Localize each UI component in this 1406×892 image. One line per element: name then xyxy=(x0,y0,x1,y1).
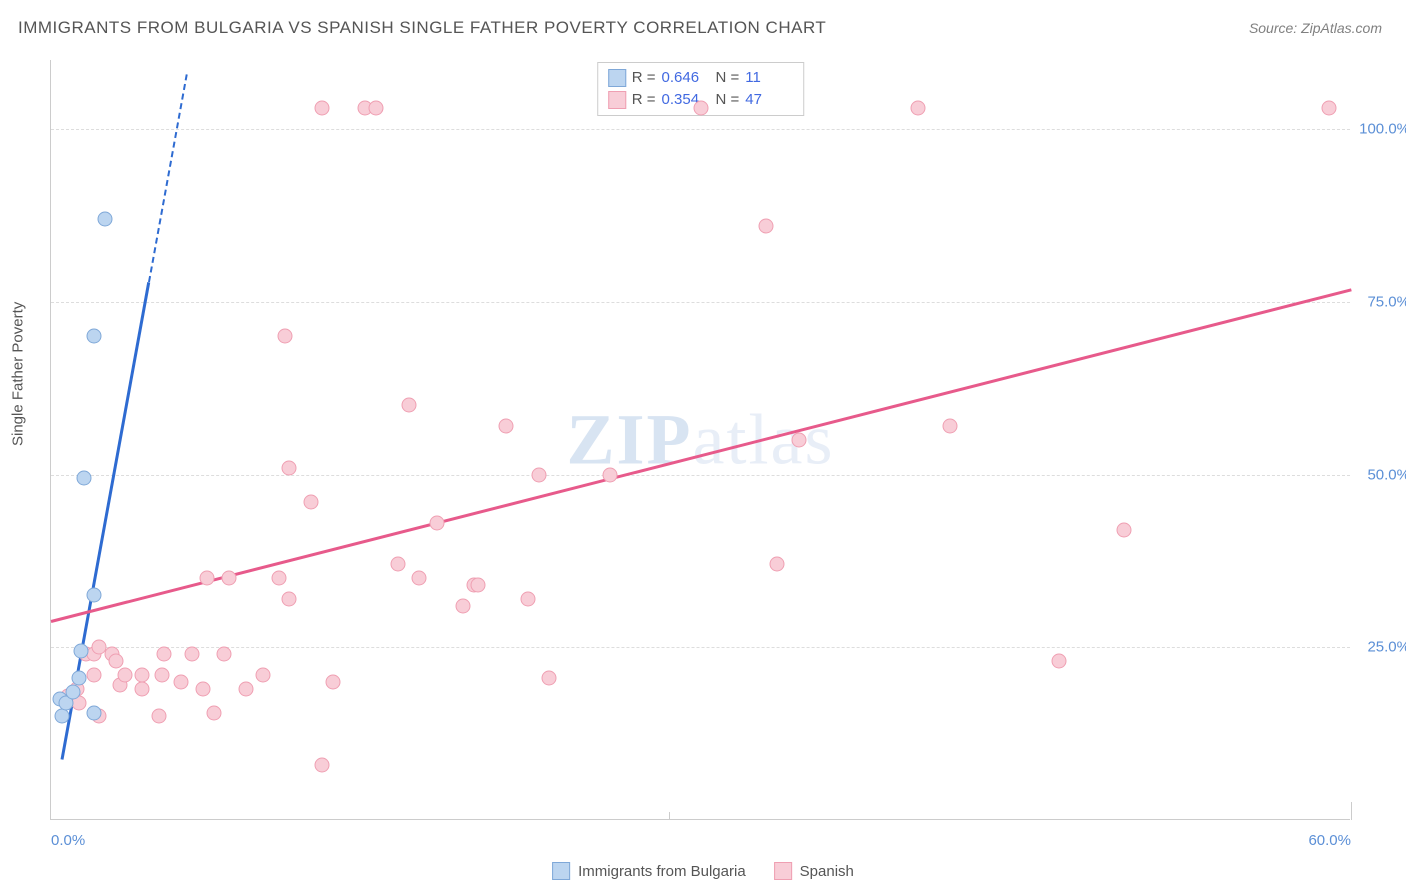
y-tick-label: 25.0% xyxy=(1355,639,1406,656)
scatter-point xyxy=(87,588,102,603)
scatter-point xyxy=(369,101,384,116)
scatter-point xyxy=(200,571,215,586)
legend-r-label: R = xyxy=(632,89,656,111)
legend-r-value-0: 0.646 xyxy=(662,67,710,89)
y-tick-label: 100.0% xyxy=(1355,121,1406,138)
scatter-point xyxy=(314,757,329,772)
scatter-point xyxy=(791,433,806,448)
scatter-point xyxy=(65,685,80,700)
chart-title: IMMIGRANTS FROM BULGARIA VS SPANISH SING… xyxy=(18,18,826,38)
legend-n-label: N = xyxy=(716,89,740,111)
scatter-point xyxy=(174,674,189,689)
scatter-point xyxy=(1116,522,1131,537)
scatter-point xyxy=(314,101,329,116)
legend-item-0: Immigrants from Bulgaria xyxy=(552,862,746,880)
legend-row-series-0: R = 0.646 N = 11 xyxy=(608,67,794,89)
scatter-point xyxy=(694,101,709,116)
legend-item-1: Spanish xyxy=(774,862,854,880)
scatter-point xyxy=(943,419,958,434)
scatter-point xyxy=(152,709,167,724)
scatter-point xyxy=(1322,101,1337,116)
scatter-point xyxy=(401,398,416,413)
scatter-point xyxy=(271,571,286,586)
scatter-point xyxy=(217,647,232,662)
legend-swatch-bottom-0 xyxy=(552,862,570,880)
scatter-point xyxy=(282,460,297,475)
scatter-point xyxy=(1051,654,1066,669)
scatter-point xyxy=(769,557,784,572)
x-tick-label: 0.0% xyxy=(51,832,85,849)
scatter-point xyxy=(54,709,69,724)
legend-swatch-0 xyxy=(608,69,626,87)
y-tick-label: 75.0% xyxy=(1355,293,1406,310)
scatter-point xyxy=(499,419,514,434)
scatter-point xyxy=(278,329,293,344)
legend-n-value-1: 47 xyxy=(745,89,793,111)
gridline-h xyxy=(51,302,1350,303)
legend-n-value-0: 11 xyxy=(745,67,793,89)
legend-swatch-bottom-1 xyxy=(774,862,792,880)
legend-swatch-1 xyxy=(608,91,626,109)
scatter-point xyxy=(910,101,925,116)
legend-series: Immigrants from Bulgaria Spanish xyxy=(552,862,854,880)
source-label: Source: ZipAtlas.com xyxy=(1249,20,1382,36)
scatter-point xyxy=(221,571,236,586)
x-end-tick xyxy=(1351,802,1352,820)
legend-n-label: N = xyxy=(716,67,740,89)
scatter-point xyxy=(470,578,485,593)
scatter-point xyxy=(117,667,132,682)
scatter-point xyxy=(325,674,340,689)
scatter-point xyxy=(109,654,124,669)
scatter-point xyxy=(184,647,199,662)
scatter-point xyxy=(195,681,210,696)
scatter-point xyxy=(87,667,102,682)
scatter-point xyxy=(87,329,102,344)
scatter-point xyxy=(156,647,171,662)
scatter-point xyxy=(74,643,89,658)
scatter-point xyxy=(154,667,169,682)
scatter-point xyxy=(390,557,405,572)
scatter-point xyxy=(603,467,618,482)
scatter-point xyxy=(239,681,254,696)
trend-line xyxy=(51,288,1352,623)
legend-label-0: Immigrants from Bulgaria xyxy=(578,863,746,880)
y-axis-title: Single Father Poverty xyxy=(10,302,27,446)
plot-area: ZIPatlas R = 0.646 N = 11 R = 0.354 N = … xyxy=(50,60,1350,820)
y-tick-label: 50.0% xyxy=(1355,466,1406,483)
scatter-point xyxy=(98,211,113,226)
scatter-point xyxy=(76,471,91,486)
gridline-h xyxy=(51,129,1350,130)
scatter-point xyxy=(429,515,444,530)
gridline-h xyxy=(51,475,1350,476)
scatter-point xyxy=(87,705,102,720)
trend-line-dashed xyxy=(148,75,188,283)
scatter-point xyxy=(135,681,150,696)
scatter-point xyxy=(282,591,297,606)
scatter-point xyxy=(455,598,470,613)
x-minor-tick xyxy=(669,812,670,820)
scatter-point xyxy=(531,467,546,482)
x-tick-label: 60.0% xyxy=(1308,832,1351,849)
legend-r-label: R = xyxy=(632,67,656,89)
scatter-point xyxy=(542,671,557,686)
scatter-point xyxy=(759,218,774,233)
scatter-point xyxy=(72,671,87,686)
scatter-point xyxy=(412,571,427,586)
scatter-point xyxy=(135,667,150,682)
gridline-h xyxy=(51,647,1350,648)
scatter-point xyxy=(256,667,271,682)
scatter-point xyxy=(304,495,319,510)
legend-label-1: Spanish xyxy=(800,863,854,880)
scatter-point xyxy=(520,591,535,606)
scatter-point xyxy=(206,705,221,720)
